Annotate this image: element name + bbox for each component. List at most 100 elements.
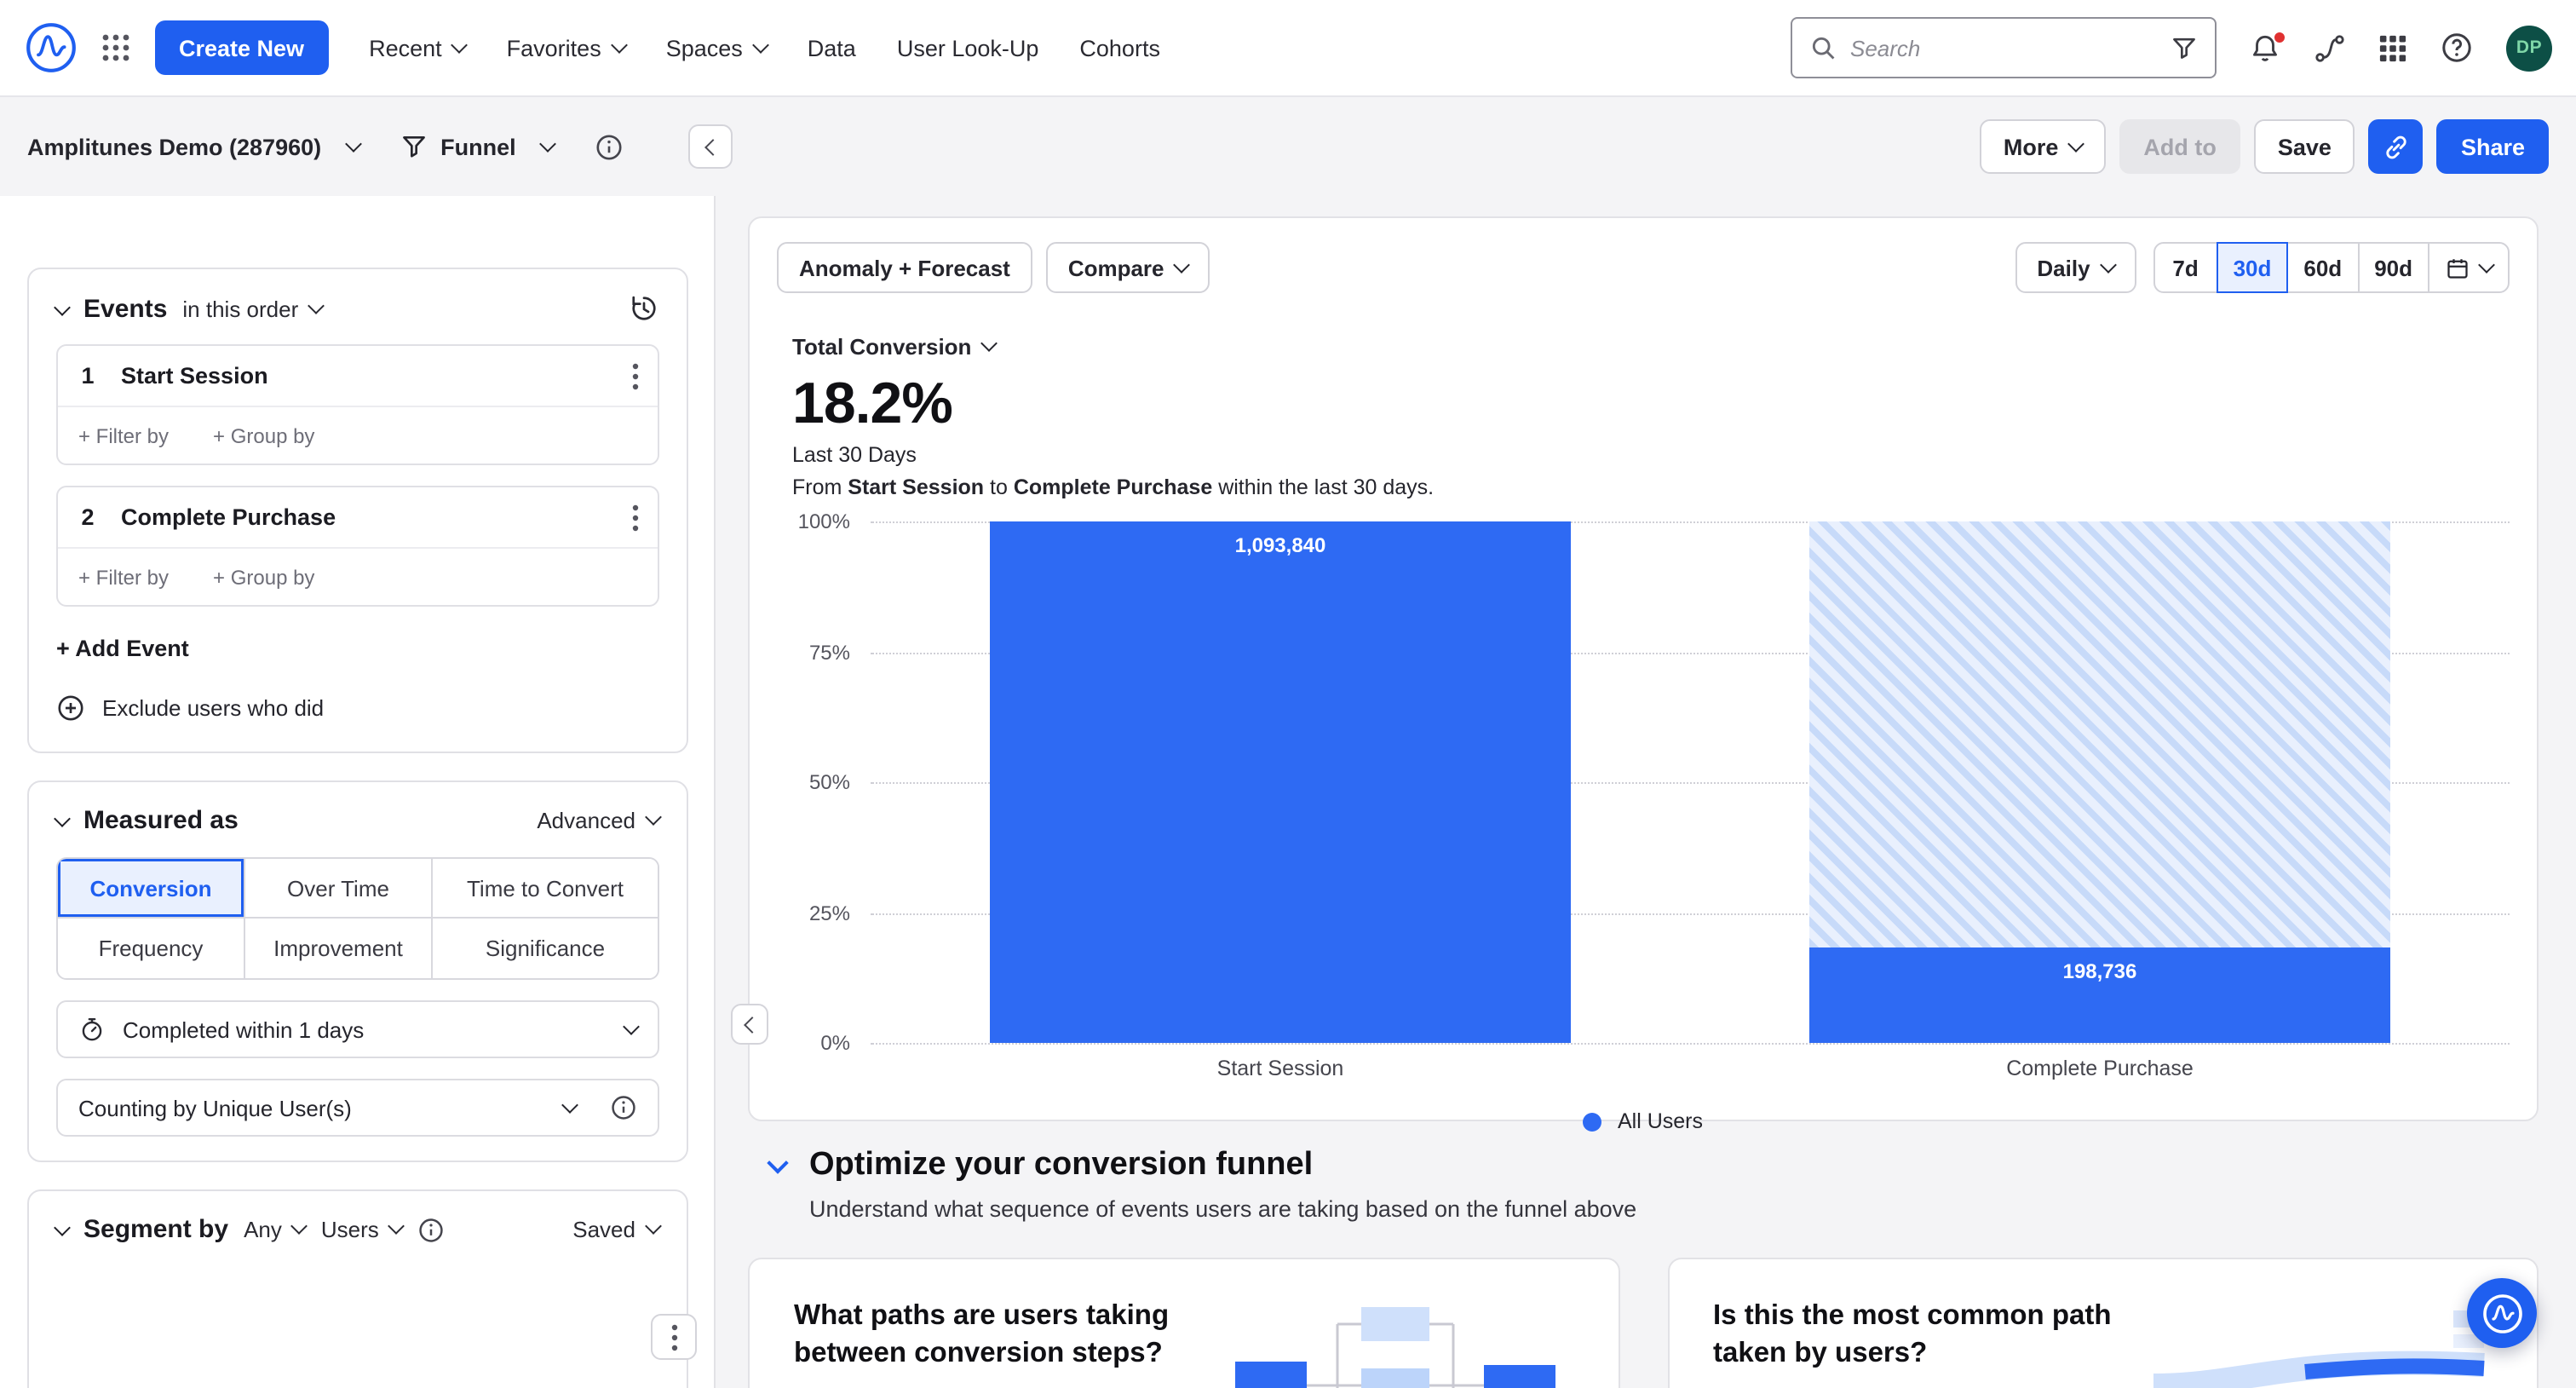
tab-improvement[interactable]: Improvement — [245, 919, 433, 978]
integrations-grid-icon[interactable] — [2378, 33, 2407, 62]
section-collapse-icon[interactable] — [54, 1219, 71, 1236]
add-to-button[interactable]: Add to — [2119, 119, 2240, 174]
chart-type-selector[interactable]: Funnel — [400, 133, 556, 160]
project-name: Amplitunes Demo (287960) — [27, 134, 322, 159]
link-icon — [2386, 135, 2406, 158]
bar-hatch-region — [1808, 521, 2391, 948]
insight-card-paths[interactable]: What paths are users taking between conv… — [748, 1258, 1619, 1388]
bar-slot-complete-purchase: 198,736 — [1690, 521, 2510, 1043]
segment-match-selector[interactable]: Any — [244, 1217, 308, 1242]
funnel-bar-complete-purchase[interactable]: 198,736 — [1808, 521, 2391, 1043]
segment-by-panel: Segment by Any Users Saved — [27, 1189, 688, 1388]
bar-value-label: 198,736 — [2062, 959, 2137, 984]
section-collapse-icon[interactable] — [54, 810, 71, 827]
event-order-selector[interactable]: in this order — [182, 296, 325, 321]
range-7d[interactable]: 7d — [2153, 242, 2218, 293]
chevron-down-icon — [290, 1218, 308, 1235]
filter-by-button[interactable]: + Filter by — [78, 565, 170, 589]
events-panel-title: Events — [83, 294, 168, 323]
nav-data[interactable]: Data — [807, 35, 856, 60]
chevron-down-icon — [645, 1218, 662, 1235]
granularity-selector[interactable]: Daily — [2015, 242, 2136, 293]
chevron-down-icon — [623, 1017, 640, 1034]
segment-subject-selector[interactable]: Users — [321, 1217, 405, 1242]
measured-as-tabs: Conversion Over Time Time to Convert Fre… — [56, 857, 659, 980]
counting-by-selector[interactable]: Counting by Unique User(s) — [56, 1079, 659, 1137]
search-box[interactable] — [1791, 17, 2217, 78]
nav-spaces[interactable]: Spaces — [666, 35, 769, 60]
nav-cohorts[interactable]: Cohorts — [1079, 35, 1160, 60]
event-kebab-icon[interactable] — [632, 504, 639, 531]
conversion-window-selector[interactable]: Completed within 1 days — [56, 1000, 659, 1058]
collapse-chart-panel-button[interactable] — [731, 1004, 768, 1045]
project-selector[interactable]: Amplitunes Demo (287960) — [27, 134, 362, 159]
insights-collapse-icon[interactable] — [767, 1151, 789, 1173]
date-picker-button[interactable] — [2428, 242, 2510, 293]
range-60d[interactable]: 60d — [2286, 242, 2360, 293]
metric-selector[interactable]: Total Conversion — [792, 334, 998, 360]
share-button[interactable]: Share — [2436, 119, 2549, 174]
anomaly-forecast-button[interactable]: Anomaly + Forecast — [777, 242, 1032, 293]
more-button[interactable]: More — [1979, 119, 2107, 174]
sidebar-kebab-button[interactable] — [651, 1314, 697, 1360]
event-name[interactable]: Start Session — [121, 363, 268, 389]
funnel-bar-start-session[interactable]: 1,093,840 — [989, 521, 1572, 1043]
insights-subtitle: Understand what sequence of events users… — [809, 1196, 1637, 1222]
tab-conversion[interactable]: Conversion — [58, 859, 245, 919]
info-icon[interactable] — [595, 132, 624, 161]
nav-favorites[interactable]: Favorites — [507, 35, 628, 60]
tab-frequency[interactable]: Frequency — [58, 919, 245, 978]
copy-link-button[interactable] — [2368, 119, 2424, 174]
event-name[interactable]: Complete Purchase — [121, 504, 336, 530]
save-button[interactable]: Save — [2253, 119, 2355, 174]
chevron-down-icon — [610, 36, 628, 53]
add-event-button[interactable]: + Add Event — [56, 636, 189, 661]
help-fab-button[interactable] — [2467, 1278, 2537, 1348]
funnel-chart-card: Anomaly + Forecast Compare Daily 7d 30d … — [731, 216, 2539, 1133]
history-icon[interactable] — [629, 293, 659, 324]
events-panel: Events in this order 1 Start Session + F… — [27, 268, 688, 753]
nav-user-look-up[interactable]: User Look-Up — [896, 35, 1039, 60]
section-collapse-icon[interactable] — [54, 298, 71, 315]
content-area: Events in this order 1 Start Session + F… — [0, 196, 2576, 1388]
collapse-sidebar-button[interactable] — [688, 124, 733, 169]
amplitude-logo-icon[interactable] — [24, 21, 77, 74]
advanced-selector[interactable]: Advanced — [537, 808, 662, 833]
info-icon[interactable] — [418, 1216, 446, 1243]
range-90d[interactable]: 90d — [2357, 242, 2429, 293]
tab-time-to-convert[interactable]: Time to Convert — [433, 859, 658, 919]
bar-solid-region: 198,736 — [1808, 947, 2391, 1043]
range-30d[interactable]: 30d — [2216, 242, 2289, 293]
insights-section: Optimize your conversion funnel Understa… — [748, 1147, 2539, 1388]
user-avatar[interactable]: DP — [2506, 25, 2552, 71]
info-icon[interactable] — [610, 1094, 637, 1121]
search-input[interactable] — [1850, 35, 2157, 60]
filter-by-button[interactable]: + Filter by — [78, 423, 170, 447]
insight-card-common-path[interactable]: Is this the most common path taken by us… — [1667, 1258, 2539, 1388]
exclude-users-button[interactable]: Exclude users who did — [56, 694, 659, 728]
tab-over-time[interactable]: Over Time — [245, 859, 433, 919]
chevron-down-icon — [561, 1096, 578, 1113]
nav-recent[interactable]: Recent — [369, 35, 469, 60]
create-new-button[interactable]: Create New — [155, 20, 329, 75]
search-filter-icon[interactable] — [2171, 34, 2198, 61]
chevron-down-icon — [2067, 135, 2085, 152]
compare-button[interactable]: Compare — [1045, 242, 1210, 293]
chevron-down-icon — [2478, 256, 2495, 273]
y-axis: 100% 75% 50% 25% 0% — [797, 510, 850, 1055]
chevron-down-icon — [388, 1218, 405, 1235]
notifications-bell-icon[interactable] — [2249, 30, 2286, 64]
journeys-icon[interactable] — [2314, 32, 2346, 64]
help-icon[interactable] — [2440, 31, 2474, 65]
chevron-down-icon — [451, 36, 469, 53]
apps-grid-icon[interactable] — [101, 32, 131, 63]
saved-segments-selector[interactable]: Saved — [572, 1217, 662, 1242]
group-by-button[interactable]: + Group by — [213, 423, 315, 447]
create-new-label: Create New — [179, 35, 305, 60]
event-index: 2 — [81, 504, 95, 530]
stopwatch-icon — [82, 1017, 102, 1041]
event-kebab-icon[interactable] — [632, 362, 639, 389]
chart-legend[interactable]: All Users — [777, 1109, 2510, 1133]
tab-significance[interactable]: Significance — [433, 919, 658, 978]
group-by-button[interactable]: + Group by — [213, 565, 315, 589]
